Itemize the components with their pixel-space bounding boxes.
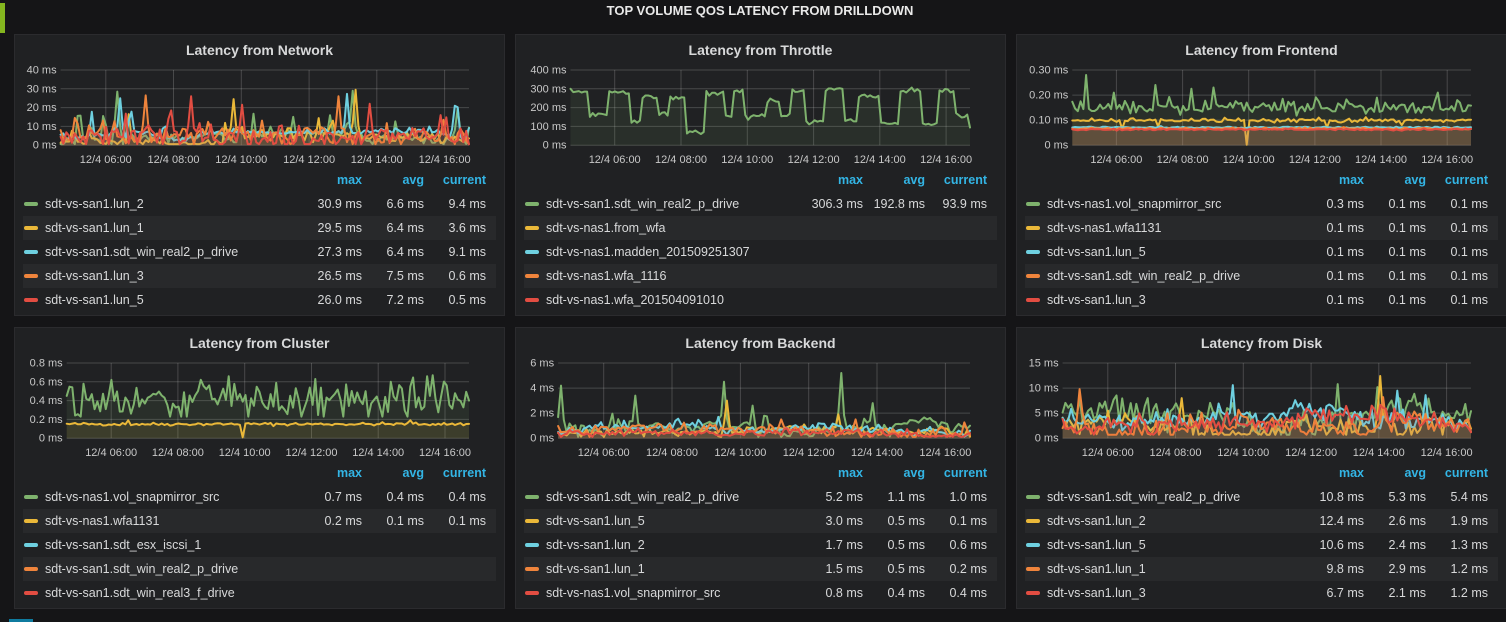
svg-text:0.2 ms: 0.2 ms — [30, 414, 64, 426]
svg-text:12/4 06:00: 12/4 06:00 — [1082, 447, 1134, 459]
svg-text:5 ms: 5 ms — [1035, 408, 1059, 420]
svg-text:0 ms: 0 ms — [1044, 140, 1068, 152]
svg-text:12/4 06:00: 12/4 06:00 — [80, 154, 132, 166]
svg-text:12/4 08:00: 12/4 08:00 — [152, 447, 204, 459]
svg-text:12/4 10:00: 12/4 10:00 — [714, 447, 766, 459]
svg-text:12/4 10:00: 12/4 10:00 — [215, 154, 267, 166]
svg-text:12/4 06:00: 12/4 06:00 — [1090, 154, 1142, 166]
svg-text:12/4 06:00: 12/4 06:00 — [589, 154, 641, 166]
svg-text:12/4 10:00: 12/4 10:00 — [1217, 447, 1269, 459]
svg-text:30 ms: 30 ms — [27, 83, 57, 95]
svg-text:200 ms: 200 ms — [530, 102, 567, 114]
svg-text:12/4 14:00: 12/4 14:00 — [351, 154, 403, 166]
svg-text:12/4 08:00: 12/4 08:00 — [646, 447, 698, 459]
svg-text:12/4 12:00: 12/4 12:00 — [283, 154, 335, 166]
svg-text:12/4 14:00: 12/4 14:00 — [352, 447, 404, 459]
svg-text:12/4 16:00: 12/4 16:00 — [419, 154, 471, 166]
svg-text:12/4 08:00: 12/4 08:00 — [1157, 154, 1209, 166]
svg-text:12/4 08:00: 12/4 08:00 — [1150, 447, 1202, 459]
svg-text:300 ms: 300 ms — [530, 83, 567, 95]
svg-text:0 ms: 0 ms — [530, 433, 554, 445]
svg-text:40 ms: 40 ms — [27, 65, 57, 77]
svg-text:100 ms: 100 ms — [530, 121, 567, 133]
svg-text:0 ms: 0 ms — [543, 140, 567, 152]
svg-text:12/4 06:00: 12/4 06:00 — [578, 447, 630, 459]
svg-text:2 ms: 2 ms — [530, 408, 554, 420]
svg-text:6 ms: 6 ms — [530, 358, 554, 370]
svg-text:12/4 16:00: 12/4 16:00 — [419, 447, 471, 459]
svg-text:12/4 10:00: 12/4 10:00 — [1223, 154, 1275, 166]
svg-text:10 ms: 10 ms — [27, 121, 57, 133]
svg-text:12/4 14:00: 12/4 14:00 — [1353, 447, 1405, 459]
svg-text:0 ms: 0 ms — [33, 140, 57, 152]
svg-text:4 ms: 4 ms — [530, 383, 554, 395]
svg-text:20 ms: 20 ms — [27, 102, 57, 114]
svg-text:12/4 14:00: 12/4 14:00 — [1355, 154, 1407, 166]
svg-text:12/4 08:00: 12/4 08:00 — [655, 154, 707, 166]
svg-text:0.20 ms: 0.20 ms — [1029, 90, 1069, 102]
svg-text:400 ms: 400 ms — [530, 65, 567, 77]
svg-text:0.30 ms: 0.30 ms — [1029, 65, 1069, 77]
svg-text:0.8 ms: 0.8 ms — [30, 358, 64, 370]
svg-text:12/4 14:00: 12/4 14:00 — [851, 447, 903, 459]
svg-text:0.10 ms: 0.10 ms — [1029, 115, 1069, 127]
svg-text:12/4 12:00: 12/4 12:00 — [783, 447, 835, 459]
svg-text:12/4 16:00: 12/4 16:00 — [919, 447, 971, 459]
svg-text:12/4 14:00: 12/4 14:00 — [854, 154, 906, 166]
svg-text:0.6 ms: 0.6 ms — [30, 376, 64, 388]
svg-text:12/4 16:00: 12/4 16:00 — [1421, 447, 1473, 459]
svg-text:12/4 12:00: 12/4 12:00 — [788, 154, 840, 166]
svg-text:0 ms: 0 ms — [1035, 433, 1059, 445]
svg-text:12/4 12:00: 12/4 12:00 — [286, 447, 338, 459]
svg-text:12/4 10:00: 12/4 10:00 — [219, 447, 271, 459]
svg-text:12/4 06:00: 12/4 06:00 — [85, 447, 137, 459]
svg-text:0 ms: 0 ms — [39, 433, 63, 445]
svg-text:12/4 12:00: 12/4 12:00 — [1285, 447, 1337, 459]
svg-text:15 ms: 15 ms — [1029, 358, 1059, 370]
svg-text:12/4 12:00: 12/4 12:00 — [1289, 154, 1341, 166]
svg-text:12/4 16:00: 12/4 16:00 — [1421, 154, 1473, 166]
svg-text:0.4 ms: 0.4 ms — [30, 395, 64, 407]
svg-text:12/4 10:00: 12/4 10:00 — [721, 154, 773, 166]
svg-text:12/4 08:00: 12/4 08:00 — [148, 154, 200, 166]
svg-text:12/4 16:00: 12/4 16:00 — [920, 154, 972, 166]
svg-text:10 ms: 10 ms — [1029, 383, 1059, 395]
